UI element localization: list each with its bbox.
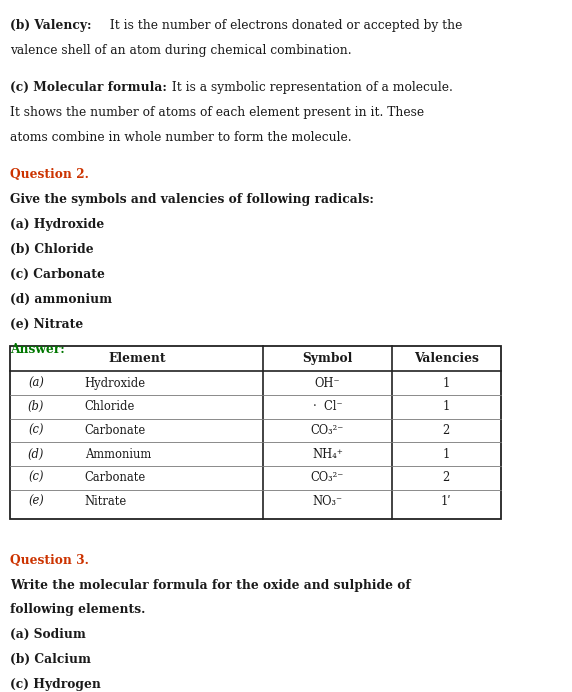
Text: CO₃²⁻: CO₃²⁻	[311, 471, 344, 484]
Text: Write the molecular formula for the oxide and sulphide of: Write the molecular formula for the oxid…	[10, 579, 411, 592]
Text: following elements.: following elements.	[10, 603, 146, 617]
Text: (b) Valency:: (b) Valency:	[10, 19, 92, 32]
Text: (c): (c)	[28, 424, 44, 437]
Text: Answer:: Answer:	[10, 343, 65, 356]
Text: (a) Sodium: (a) Sodium	[10, 628, 86, 641]
Text: (a): (a)	[28, 376, 44, 390]
Text: It shows the number of atoms of each element present in it. These: It shows the number of atoms of each ele…	[10, 106, 424, 119]
Text: NO₃⁻: NO₃⁻	[312, 495, 343, 508]
Text: Question 2.: Question 2.	[10, 168, 89, 181]
Text: It is the number of electrons donated or accepted by the: It is the number of electrons donated or…	[106, 19, 463, 32]
Text: (a) Hydroxide: (a) Hydroxide	[10, 218, 105, 231]
Text: OH⁻: OH⁻	[315, 376, 340, 390]
Text: (c): (c)	[28, 471, 44, 484]
Text: 1ʹ: 1ʹ	[441, 495, 451, 508]
Text: Chloride: Chloride	[85, 400, 135, 413]
Text: 1: 1	[443, 376, 450, 390]
Text: 1: 1	[443, 400, 450, 413]
Text: (e) Nitrate: (e) Nitrate	[10, 318, 84, 331]
Text: Element: Element	[108, 352, 165, 365]
Text: valence shell of an atom during chemical combination.: valence shell of an atom during chemical…	[10, 44, 352, 57]
Text: (c) Carbonate: (c) Carbonate	[10, 268, 105, 281]
Text: 1: 1	[443, 448, 450, 460]
Text: Ammonium: Ammonium	[85, 448, 151, 460]
Text: (c) Molecular formula:: (c) Molecular formula:	[10, 81, 167, 94]
Text: 2: 2	[443, 424, 450, 437]
Text: ·  Cl⁻: · Cl⁻	[313, 400, 342, 413]
Text: Valencies: Valencies	[414, 352, 479, 365]
Text: Carbonate: Carbonate	[85, 424, 146, 437]
Text: (e): (e)	[28, 495, 44, 508]
Text: atoms combine in whole number to form the molecule.: atoms combine in whole number to form th…	[10, 131, 352, 144]
Text: (c) Hydrogen: (c) Hydrogen	[10, 678, 101, 691]
Text: Hydroxide: Hydroxide	[85, 376, 146, 390]
Text: (d) ammonium: (d) ammonium	[10, 293, 113, 306]
Text: Give the symbols and valencies of following radicals:: Give the symbols and valencies of follow…	[10, 193, 374, 206]
Text: Carbonate: Carbonate	[85, 471, 146, 484]
Text: CO₃²⁻: CO₃²⁻	[311, 424, 344, 437]
Text: Question 3.: Question 3.	[10, 554, 89, 567]
Text: (b) Chloride: (b) Chloride	[10, 243, 94, 256]
Text: It is a symbolic representation of a molecule.: It is a symbolic representation of a mol…	[168, 81, 452, 94]
Bar	[10, 346, 500, 519]
Text: Nitrate: Nitrate	[85, 495, 127, 508]
Text: (b): (b)	[28, 400, 44, 413]
Text: (b) Calcium: (b) Calcium	[10, 653, 92, 666]
Text: Symbol: Symbol	[302, 352, 353, 365]
Text: NH₄⁺: NH₄⁺	[312, 448, 343, 460]
Text: (d): (d)	[28, 448, 44, 460]
Text: 2: 2	[443, 471, 450, 484]
